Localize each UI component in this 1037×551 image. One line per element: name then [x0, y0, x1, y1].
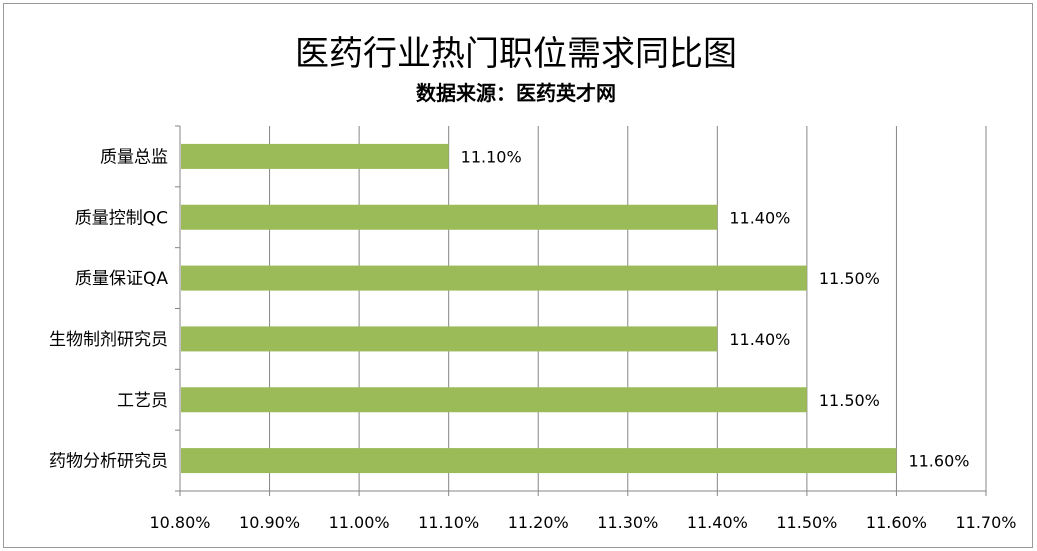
x-tick-label: 11.30%: [597, 513, 658, 532]
x-tick-label: 11.60%: [866, 513, 927, 532]
bar: [181, 143, 449, 169]
category-label: 质量总监: [100, 147, 168, 167]
x-tick-label: 11.20%: [508, 513, 569, 532]
category-label: 质量保证QA: [75, 269, 168, 289]
data-label: 11.10%: [461, 147, 522, 166]
x-tick-label: 11.10%: [418, 513, 479, 532]
chart-frame: 医药行业热门职位需求同比图 数据来源：医药英才网 质量总监质量控制QC 质量保证Q…: [3, 3, 1033, 548]
bars: [181, 143, 897, 474]
x-tick-label: 11.40%: [687, 513, 748, 532]
bar: [181, 204, 718, 230]
gridlines: [269, 126, 987, 491]
x-tick-label: 10.90%: [239, 513, 300, 532]
data-label: 11.40%: [729, 330, 790, 349]
bar: [181, 387, 807, 413]
category-label: 药物分析研究员: [49, 452, 168, 472]
x-tick-label: 11.50%: [776, 513, 837, 532]
data-label: 11.40%: [729, 208, 790, 227]
chart-subtitle: 数据来源：医药英才网: [416, 81, 616, 105]
category-label: 生物制剂研究员: [49, 330, 168, 350]
data-label: 11.50%: [819, 391, 880, 410]
data-label: 11.60%: [908, 452, 969, 471]
bar: [181, 265, 807, 291]
x-tick-label: 11.00%: [329, 513, 390, 532]
category-label: 质量控制QC: [75, 208, 168, 228]
x-tick-labels: 10.80% 10.90% 11.00% 11.10% 11.20% 11.30% 11.4…: [149, 513, 1016, 532]
data-label: 11.50%: [819, 269, 880, 288]
category-label: 工艺员: [117, 391, 168, 411]
chart-title: 医药行业热门职位需求同比图: [295, 34, 737, 74]
data-labels: 11.10% 11.40% 11.50% 11.40% 11.50% 11.60%: [461, 147, 970, 470]
bar: [181, 448, 897, 474]
bar: [181, 326, 718, 352]
x-tick-label: 10.80%: [149, 513, 210, 532]
x-tick-label: 11.70%: [955, 513, 1016, 532]
axes: [175, 125, 987, 496]
